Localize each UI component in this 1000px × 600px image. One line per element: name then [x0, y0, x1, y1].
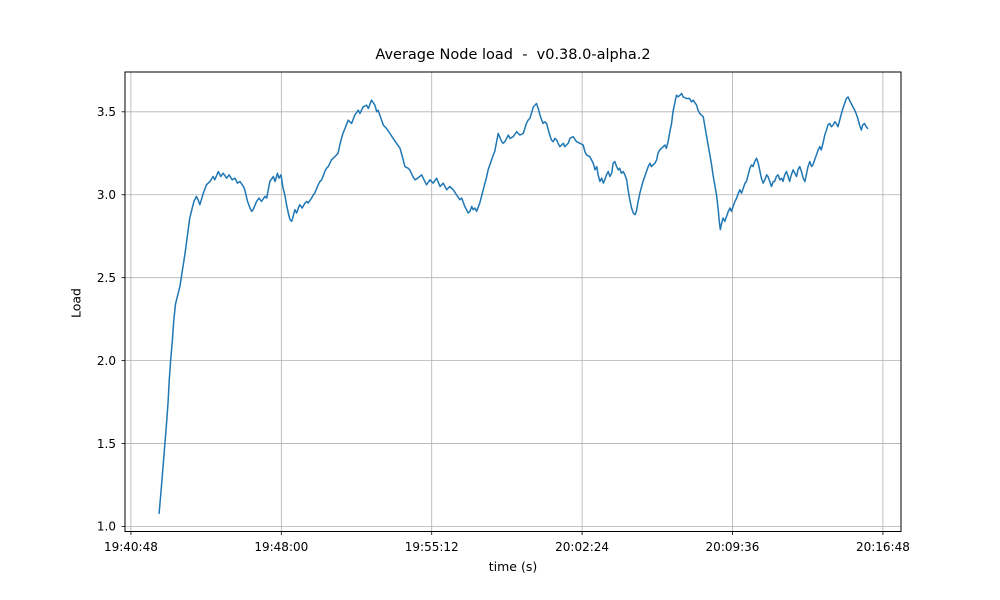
y-tick-label: 1.5 — [97, 437, 116, 451]
x-tick-label: 20:02:24 — [555, 540, 609, 554]
series-line — [158, 92, 869, 514]
x-tick-label: 20:16:48 — [856, 540, 910, 554]
y-tick-label: 2.0 — [97, 354, 116, 368]
y-tick-label: 1.0 — [97, 520, 116, 534]
x-tick-label: 20:09:36 — [706, 540, 760, 554]
x-tick-label: 19:48:00 — [254, 540, 308, 554]
y-tick-label: 2.5 — [97, 271, 116, 285]
y-axis-label: Load — [68, 288, 84, 318]
y-tick-label: 3.0 — [97, 188, 116, 202]
x-tick-label: 19:40:48 — [104, 540, 158, 554]
plot-border — [124, 71, 902, 532]
x-axis-label: time (s) — [488, 559, 538, 574]
y-tick-label: 3.5 — [97, 105, 116, 119]
x-tick-label: 19:55:12 — [405, 540, 459, 554]
chart-title: Average Node load - v0.38.0-alpha.2 — [375, 47, 651, 63]
